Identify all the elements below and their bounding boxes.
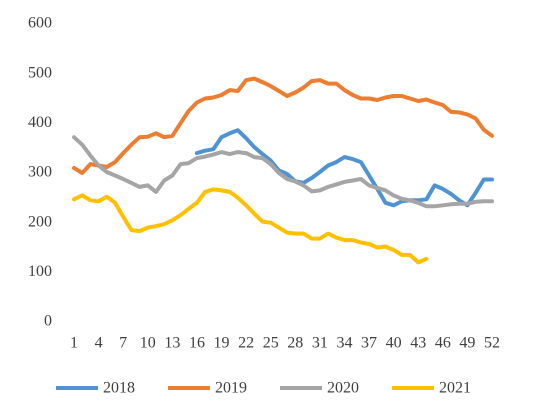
y-tick-label: 300 [28,164,52,181]
y-tick-label: 200 [28,213,52,230]
x-tick-label: 49 [459,335,475,352]
x-tick-label: 22 [238,335,254,352]
series-line [72,76,494,175]
y-tick-label: 0 [44,313,52,330]
x-tick-label: 4 [95,335,103,352]
x-tick-label: 37 [361,335,377,352]
legend-label: 2018 [103,380,135,397]
legend-label: 2021 [439,380,471,397]
y-tick-label: 500 [28,64,52,81]
x-tick-label: 10 [140,335,156,352]
y-tick-label: 100 [28,263,52,280]
x-tick-label: 46 [435,335,451,352]
y-tick-label: 400 [28,114,52,131]
x-tick-label: 28 [287,335,303,352]
x-tick-label: 19 [214,335,230,352]
series-line [72,187,429,265]
x-tick-label: 43 [410,335,426,352]
x-tick-label: 7 [119,335,127,352]
x-tick-label: 40 [386,335,402,352]
x-tick-label: 16 [189,335,205,352]
x-tick-label: 52 [484,335,500,352]
x-tick-label: 34 [336,335,352,352]
y-tick-label: 600 [28,15,52,32]
series-line [72,135,494,209]
legend-label: 2020 [327,380,359,397]
x-tick-label: 1 [70,335,78,352]
x-tick-label: 31 [312,335,328,352]
legend-label: 2019 [215,380,247,397]
x-tick-label: 25 [263,335,279,352]
x-tick-label: 13 [164,335,180,352]
series-line [194,128,494,208]
